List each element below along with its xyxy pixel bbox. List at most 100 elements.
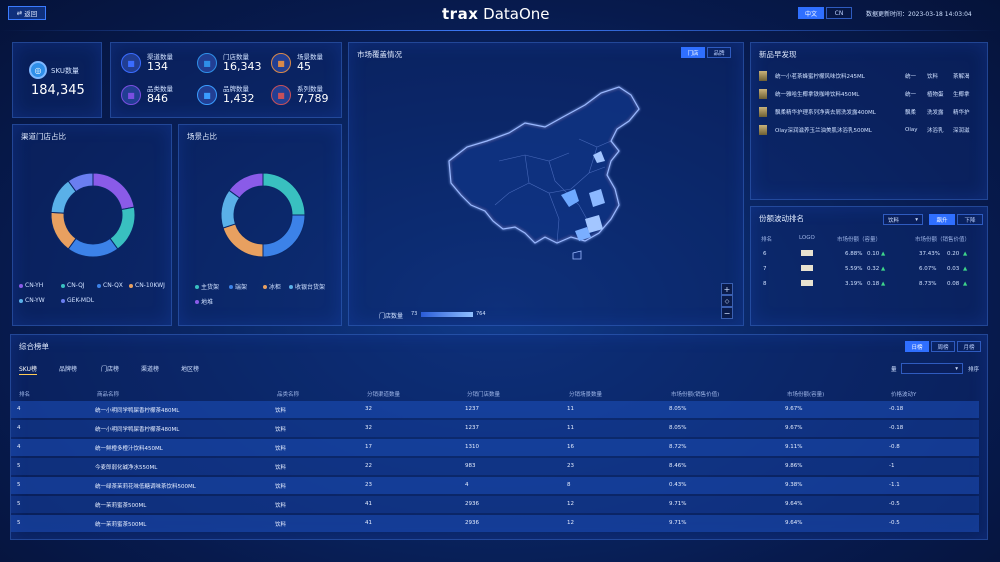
donut-slice-CN-YH[interactable] [92, 172, 135, 211]
map-panel: 市场覆盖情况 门店 品牌 门店数量 73 764 + ◇ − [348, 42, 744, 326]
table-cell: 23 [567, 463, 574, 469]
channel-share-panel: 渠道门店占比 CN-YH CN-QJ CN-QX CN-10KWJ CN-YW GEK-M… [12, 124, 172, 326]
ranking-sort-label[interactable]: 排序 [968, 367, 980, 373]
donut-slice-冰柜[interactable] [222, 223, 264, 258]
legend-item[interactable]: CN-YH [19, 282, 43, 289]
period-tab[interactable]: 周榜 [931, 341, 955, 352]
table-cell: 41 [365, 501, 372, 507]
ranking-tab[interactable]: 渠道榜 [141, 366, 160, 373]
donut-slice-CN-QJ[interactable] [109, 206, 136, 250]
legend-dot [19, 283, 23, 288]
ranking-tab[interactable]: 地区榜 [181, 366, 200, 373]
legend-item[interactable]: CN-YW [19, 297, 45, 304]
table-cell: 12 [567, 520, 574, 526]
donut-slice-地堆[interactable] [228, 172, 264, 199]
map-toggle-brand[interactable]: 品牌 [707, 47, 731, 58]
chevron-down-icon: ▾ [955, 365, 958, 372]
legend-item[interactable]: CN-QX [97, 282, 123, 289]
legend-item[interactable]: 地堆 [195, 297, 213, 306]
app-logo: trax DataOne [442, 5, 550, 23]
table-row[interactable]: 4 统一小明同学鸭屎香柠檬茶480ML 饮料 32 1237 11 8.05% 9.67% -0… [11, 420, 979, 437]
new-product-row[interactable]: 飘柔精华护理系列净爽去屑洗发露400ML 飘柔 洗发露 精华护 [759, 105, 984, 119]
table-row[interactable]: 5 今麦郎弱化碱净水550ML 饮料 22 983 23 8.46% 9.86% -1 [11, 458, 979, 475]
table-header: 分销门店数量 [467, 392, 501, 398]
table-cell: 1310 [465, 444, 479, 450]
table-cell: -0.8 [889, 444, 900, 450]
share-value-delta: 0.20 [947, 251, 960, 257]
share-rank-category-select[interactable]: 饮料 ▾ [883, 214, 923, 225]
share-capacity-delta: 0.18 [867, 281, 880, 287]
map-highlight-1 [561, 189, 579, 207]
table-cell: 统一绿茶茉莉花味低糖调味茶饮料500ML [95, 484, 196, 490]
trend-up-icon: ▲ [963, 266, 968, 272]
kpi-label: 渠道数量 [147, 53, 173, 61]
logo-brand: trax [442, 5, 479, 23]
product-category: 沐浴乳 [927, 128, 944, 134]
map-zoom-in-button[interactable]: + [721, 283, 733, 295]
table-row[interactable]: 5 统一茉莉蜜茶500ML 饮料 41 2936 12 9.71% 9.64% -0.5 [11, 515, 979, 532]
legend-item[interactable]: GEK-MDL [61, 297, 94, 304]
ranking-tab[interactable]: SKU榜 [19, 366, 37, 375]
legend-item[interactable]: 端架 [229, 282, 247, 291]
ranking-panel: 综合榜单 ▾ 量 排序 日榜 周榜 月榜 SKU榜 品牌榜 门店榜 渠道榜 地区榜 排名 商品名称… [10, 334, 988, 540]
legend-dot [195, 284, 199, 289]
legend-label: 冰柜 [269, 284, 282, 291]
table-row[interactable]: 4 统一鲜橙多橙汁饮料450ML 饮料 17 1310 16 8.72% 9.11% -0.8 [11, 439, 979, 456]
ranking-tab[interactable]: 门店榜 [101, 366, 120, 373]
table-cell: 2936 [465, 501, 479, 507]
updated-time: 数据更新时间：2023-03-18 14:03:04 [866, 11, 972, 18]
header-divider [0, 30, 1000, 31]
ranking-tab[interactable]: 品牌榜 [59, 366, 78, 373]
table-cell: 11 [567, 406, 574, 412]
donut-slice-CN-QX[interactable] [67, 237, 119, 258]
network-icon: ■ [121, 53, 141, 73]
share-rank-down-toggle[interactable]: 下降 [957, 214, 983, 225]
legend-item[interactable]: 收银台货架 [289, 282, 325, 291]
table-row[interactable]: 4 统一小明同学鸭屎香柠檬茶480ML 饮料 32 1237 11 8.05% 9.67% -0… [11, 401, 979, 418]
share-value: 8.73% [919, 281, 937, 287]
period-tab[interactable]: 月榜 [957, 341, 981, 352]
table-cell: -0.18 [889, 425, 904, 431]
new-product-row[interactable]: 统一小茗茶蜂蜜柠檬风味饮料245ML 统一 饮料 茶解渴 [759, 69, 984, 83]
lang-en-button[interactable]: CN [826, 7, 852, 19]
legend-item[interactable]: 主货架 [195, 282, 219, 291]
map-reset-button[interactable]: ◇ [721, 295, 733, 307]
swap-icon: ⇄ [16, 9, 23, 17]
map-toggle-store[interactable]: 门店 [681, 47, 705, 58]
donut-slice-端架[interactable] [262, 214, 306, 258]
ranking-filter-select[interactable]: ▾ [901, 363, 963, 374]
share-capacity-delta: 0.10 [867, 251, 880, 257]
share-rank-up-toggle[interactable]: 飙升 [929, 214, 955, 225]
table-cell: 4 [17, 425, 21, 431]
table-cell: 4 [17, 406, 21, 412]
new-products-title: 新品早发现 [759, 50, 797, 59]
period-tab[interactable]: 日榜 [905, 341, 929, 352]
legend-item[interactable]: CN-10KWJ [129, 282, 165, 289]
table-cell: -0.18 [889, 406, 904, 412]
legend-item[interactable]: CN-QJ [61, 282, 85, 289]
new-product-row[interactable]: 统一雅哈生椰拿铁咖啡饮料450ML 统一 植物蛋 生椰拿 [759, 87, 984, 101]
donut-slice-GEK-MDL[interactable] [67, 172, 94, 193]
kpi-value: 134 [147, 60, 168, 73]
kpi-label: 场景数量 [297, 53, 323, 61]
map-zoom-out-button[interactable]: − [721, 307, 733, 319]
product-brand: 飘柔 [905, 110, 917, 116]
new-products-panel: 新品早发现 统一小茗茶蜂蜜柠檬风味饮料245ML 统一 饮料 茶解渴 统一雅哈生… [750, 42, 988, 200]
table-cell: 1237 [465, 425, 479, 431]
table-row[interactable]: 5 统一茉莉蜜茶500ML 饮料 41 2936 12 9.71% 9.64% -0.5 [11, 496, 979, 513]
table-cell: -0.5 [889, 501, 900, 507]
trend-up-icon: ▲ [881, 281, 886, 287]
map-highlight-2 [589, 189, 605, 207]
kpi-label: 门店数量 [223, 53, 249, 61]
map-legend-bar [421, 312, 473, 317]
map-outline [448, 86, 640, 244]
donut-slice-CN-10KWJ[interactable] [50, 211, 77, 250]
new-product-row[interactable]: Olay深润滋养玉兰油美肌沐浴乳500ML Olay 沐浴乳 深润滋 [759, 123, 984, 137]
back-button[interactable]: ⇄ 返回 [8, 6, 46, 20]
table-cell: 12 [567, 501, 574, 507]
product-series: 深润滋 [953, 128, 970, 134]
lang-zh-button[interactable]: 中文 [798, 7, 824, 19]
legend-item[interactable]: 冰柜 [263, 282, 281, 291]
table-row[interactable]: 5 统一绿茶茉莉花味低糖调味茶饮料500ML 饮料 23 4 8 0.43% 9.38% -1.… [11, 477, 979, 494]
donut-slice-主货架[interactable] [262, 172, 306, 216]
